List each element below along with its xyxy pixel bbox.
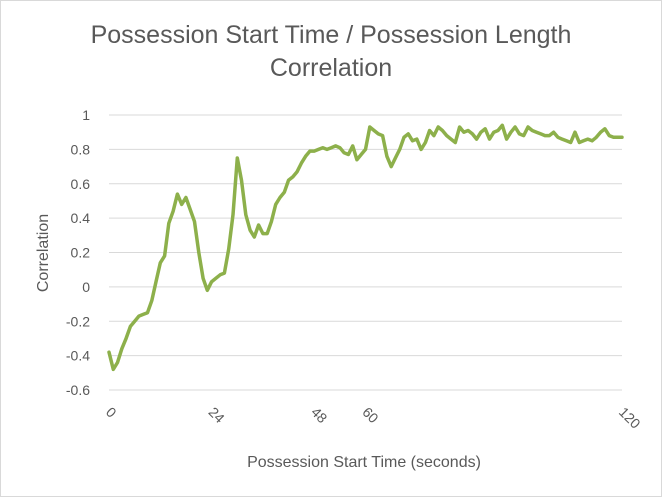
y-tick-label: -0.6	[66, 382, 90, 398]
x-tick-label: 60	[359, 404, 381, 426]
y-tick-label: 0.6	[71, 176, 91, 192]
chart-title-line-2: Correlation	[269, 54, 393, 82]
chart-title: Possession Start Time / Possession Lengt…	[1, 19, 661, 85]
gridlines	[109, 114, 622, 391]
x-tick-label: 0	[103, 404, 120, 421]
y-tick-label: 0.4	[71, 210, 91, 226]
x-tick-label: 120	[616, 404, 644, 432]
x-tick-labels: 0 24 48 60 120	[103, 404, 644, 432]
y-tick-label: 0	[82, 279, 90, 295]
x-axis-title: Possession Start Time (seconds)	[247, 454, 481, 471]
y-tick-label: -0.4	[66, 348, 90, 364]
y-axis-title: Correlation	[35, 214, 52, 292]
x-tick-label: 24	[205, 404, 227, 426]
y-tick-labels: 1 0.8 0.6 0.4 0.2 0 -0.2 -0.4 -0.6	[66, 107, 90, 398]
y-tick-label: 0.8	[71, 141, 91, 157]
chart-title-line-1: Possession Start Time / Possession Lengt…	[90, 21, 572, 49]
series-layer	[107, 123, 624, 372]
series-line	[107, 123, 624, 372]
y-tick-label: -0.2	[66, 313, 90, 329]
x-tick-label: 48	[308, 404, 330, 426]
y-tick-label: 0.2	[71, 245, 91, 261]
y-tick-label: 1	[82, 107, 90, 123]
